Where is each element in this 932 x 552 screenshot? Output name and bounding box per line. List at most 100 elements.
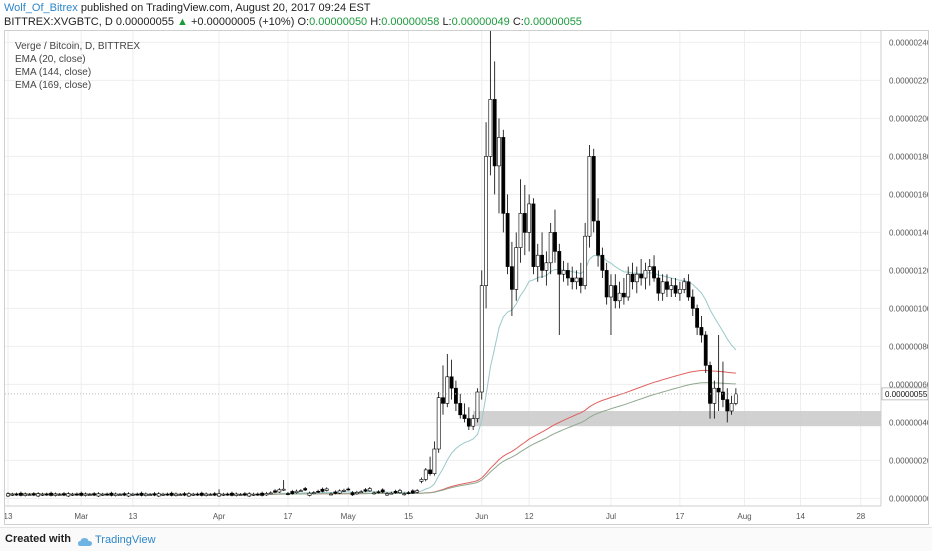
candle-body — [488, 99, 493, 157]
candle-body — [604, 270, 609, 298]
candle-body — [152, 493, 157, 496]
symbol-line: BITTREX:XVGBTC, D 0.00000055 ▲ +0.000000… — [4, 16, 582, 28]
author-link[interactable]: Wolf_Of_Bitrex — [4, 2, 78, 14]
support-zone — [473, 411, 881, 427]
candle-body — [316, 490, 320, 493]
candle-body — [148, 494, 153, 496]
candle-body — [475, 391, 480, 419]
publish-line: Wolf_Of_Bitrex published on TradingView.… — [4, 2, 371, 14]
ema144-line — [7, 369, 736, 495]
candle-body — [307, 492, 312, 496]
legend-title: Verge / Bitcoin, D, BITTREX — [15, 41, 141, 52]
candle-body — [118, 494, 122, 496]
candle-body — [522, 213, 527, 233]
candle-body — [311, 492, 316, 494]
candle-body — [716, 387, 721, 393]
candle-body — [92, 493, 97, 496]
candle-body — [721, 391, 725, 400]
last-price: 0.00000055 — [115, 16, 174, 28]
candle-body — [531, 203, 536, 267]
candle-body — [212, 493, 217, 496]
candle-body — [398, 490, 402, 494]
candle-body — [466, 418, 471, 427]
candle-body — [652, 266, 656, 279]
candle-body — [230, 492, 234, 496]
candle-body — [23, 493, 28, 496]
candle-body — [346, 488, 351, 491]
candle-body — [544, 262, 549, 271]
last-price-tag — [881, 387, 928, 401]
candle-body — [630, 273, 635, 283]
candle-body — [553, 232, 557, 252]
candle-body — [682, 281, 687, 290]
candle-body — [286, 493, 290, 495]
price-chart[interactable]: 0.00000000 0.00000020 0.00000040 0.00000060… — [5, 31, 928, 524]
candle-body — [686, 281, 691, 298]
candle-body — [699, 327, 704, 336]
candle-body — [10, 494, 15, 496]
legend-ema20[interactable]: EMA (20, close) — [15, 54, 86, 65]
symbol-label: BITTREX:XVGBTC, D — [4, 16, 113, 28]
legend-ema144[interactable]: EMA (144, close) — [15, 67, 92, 78]
footer: Created with TradingView — [0, 527, 932, 551]
candle-body — [131, 494, 135, 496]
candle-body — [186, 493, 191, 497]
candle-body — [733, 393, 738, 404]
candle-body — [436, 397, 441, 450]
candle-body — [712, 387, 717, 404]
candle-body — [36, 493, 41, 497]
candle-body — [87, 494, 92, 496]
candle-body — [156, 493, 161, 497]
candle-body — [182, 493, 187, 496]
footer-brand[interactable]: TradingView — [95, 534, 156, 546]
low-value: 0.00000049 — [451, 16, 510, 28]
candle-body — [656, 277, 661, 294]
change-value: +0.00000005 (+10%) — [191, 16, 295, 28]
candle-body — [497, 137, 501, 167]
candle-body — [380, 489, 385, 493]
candle-body — [445, 376, 450, 404]
candle-body — [669, 285, 674, 290]
tradingview-logo-icon[interactable] — [78, 534, 92, 552]
candle-body — [281, 488, 286, 491]
candle-body — [402, 493, 407, 496]
candle-body — [690, 296, 695, 309]
y-tick-label: 0.00000000 — [889, 494, 928, 503]
candle-body — [268, 492, 273, 495]
candle-body — [376, 491, 381, 494]
open-label: O: — [297, 16, 310, 28]
candle-body — [492, 99, 497, 167]
candle-body — [126, 493, 131, 497]
candle-body — [75, 493, 79, 496]
candle-body — [255, 493, 260, 496]
candle-body — [462, 414, 467, 419]
candle-body — [40, 494, 45, 496]
candle-body — [294, 490, 299, 493]
candle-body — [27, 494, 32, 496]
candle-body — [57, 494, 62, 496]
candle-body — [367, 488, 372, 492]
candle-body — [6, 493, 10, 497]
candle-body — [609, 285, 613, 298]
y-tick-label: 0.00000040 — [889, 418, 928, 427]
candle-body — [548, 232, 553, 264]
candle-body — [428, 469, 432, 474]
y-tick-label: 0.00000120 — [889, 266, 928, 275]
chart-frame[interactable]: 0.00000000 0.00000020 0.00000040 0.00000060… — [4, 30, 929, 525]
candle-body — [406, 492, 411, 495]
candle-body — [100, 494, 105, 496]
candle-body — [647, 266, 652, 271]
candle-body — [242, 493, 247, 496]
candle-body — [708, 365, 712, 404]
candle-body — [363, 489, 368, 492]
candle-body — [583, 235, 588, 286]
candle-body — [290, 491, 295, 495]
candle-body — [410, 490, 415, 494]
candle-body — [62, 493, 66, 496]
y-tick-label: 0.00000220 — [889, 76, 928, 85]
candle-body — [350, 492, 355, 496]
candle-body — [14, 493, 19, 496]
legend-ema169[interactable]: EMA (169, close) — [15, 80, 92, 91]
low-label: L: — [442, 16, 452, 28]
candle-body — [613, 285, 618, 302]
